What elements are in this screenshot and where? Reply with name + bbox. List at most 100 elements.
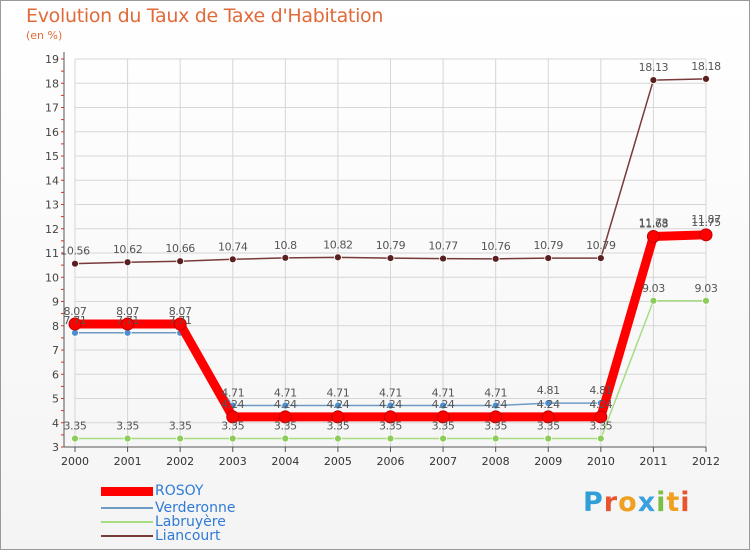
data-label-verderonne: 7.71	[64, 314, 87, 327]
x-tick-label: 2003	[219, 455, 247, 468]
data-point-rosoy	[226, 410, 240, 424]
data-point-liancourt	[544, 254, 553, 262]
data-point-verderonne	[281, 401, 290, 410]
x-tick-label: 2009	[534, 455, 562, 468]
y-tick-label: 19	[45, 53, 59, 66]
data-label-verderonne: 4.71	[432, 387, 455, 400]
y-tick-label: 3	[52, 441, 59, 454]
data-label-liancourt: 18.18	[691, 60, 721, 73]
data-point-liancourt	[439, 254, 447, 263]
data-point-rosoy	[541, 410, 555, 424]
data-point-verderonne	[491, 401, 500, 410]
data-label-labruyere: 3.35	[326, 420, 349, 433]
legend-item-rosoy[interactable]: ROSOY	[101, 484, 203, 498]
y-tick-label: 17	[45, 102, 59, 115]
legend-label-rosoy: ROSOY	[155, 483, 204, 499]
data-label-verderonne: 7.71	[169, 314, 192, 327]
data-point-labruyere	[176, 434, 185, 443]
legend-item-verderonne[interactable]: Verderonne	[101, 501, 236, 515]
data-point-rosoy	[384, 410, 397, 424]
y-tick-label: 11	[45, 247, 59, 260]
y-tick-label: 7	[52, 344, 59, 357]
legend-swatch-labruyere	[101, 521, 153, 523]
logo-letter: t	[666, 487, 681, 518]
data-point-rosoy	[699, 228, 713, 242]
data-label-liancourt: 10.56	[60, 245, 90, 258]
y-tick-label: 14	[45, 174, 59, 187]
data-label-verderonne: 4.71	[326, 387, 349, 400]
data-label-verderonne: 4.81	[537, 384, 560, 397]
data-point-liancourt	[71, 259, 79, 268]
data-label-liancourt: 10.66	[165, 242, 195, 255]
legend-swatch-verderonne	[101, 507, 153, 509]
data-label-verderonne: 4.71	[379, 387, 402, 400]
y-tick-label: 6	[52, 368, 59, 381]
y-tick-label: 5	[52, 393, 59, 406]
data-point-labruyere	[596, 434, 605, 443]
legend-label-liancourt: Liancourt	[155, 528, 221, 544]
data-point-labruyere	[544, 434, 553, 443]
y-tick-label: 13	[45, 199, 59, 212]
data-point-rosoy	[68, 317, 82, 331]
data-label-verderonne: 11.73	[639, 216, 669, 229]
x-tick-label: 2001	[114, 455, 142, 468]
data-point-labruyere	[123, 434, 132, 443]
x-tick-label: 2012	[692, 455, 720, 468]
data-label-rosoy: 4.24	[537, 398, 560, 411]
data-label-labruyere: 3.35	[274, 420, 297, 433]
logo-letter: o	[618, 487, 638, 518]
data-point-rosoy	[489, 410, 503, 424]
y-tick-label: 16	[45, 126, 59, 139]
data-point-rosoy	[173, 317, 187, 331]
x-tick-label: 2000	[61, 455, 89, 468]
data-point-rosoy	[436, 410, 450, 424]
data-point-liancourt	[386, 254, 395, 262]
logo-letter: x	[637, 487, 657, 518]
x-tick-label: 2007	[429, 455, 457, 468]
data-label-verderonne: 7.71	[116, 314, 139, 327]
data-label-rosoy: 8.07	[169, 305, 192, 318]
legend-item-labruyere[interactable]: Labruyère	[101, 515, 226, 529]
data-point-labruyere	[228, 434, 237, 443]
data-point-verderonne	[439, 401, 447, 410]
data-label-labruyere: 3.35	[64, 420, 87, 433]
data-point-liancourt	[702, 74, 710, 83]
data-point-rosoy	[121, 317, 135, 331]
logo-letter: P	[583, 487, 604, 518]
data-label-liancourt: 10.79	[586, 239, 616, 252]
data-label-liancourt: 10.79	[376, 239, 406, 252]
data-point-verderonne	[386, 401, 395, 410]
x-tick-label: 2004	[271, 455, 299, 468]
data-label-rosoy: 8.07	[64, 305, 87, 318]
y-tick-label: 8	[52, 320, 59, 333]
data-label-liancourt: 10.82	[323, 238, 353, 251]
data-label-labruyere: 3.35	[484, 420, 507, 433]
data-label-labruyere: 3.35	[169, 420, 192, 433]
x-tick-label: 2008	[482, 455, 510, 468]
data-label-rosoy: 4.24	[589, 398, 612, 411]
data-label-verderonne: 11.87	[691, 213, 721, 226]
legend-swatch-rosoy	[101, 486, 153, 496]
data-label-liancourt: 10.62	[113, 243, 143, 256]
data-label-liancourt: 18.13	[639, 61, 669, 74]
data-point-labruyere	[439, 434, 447, 443]
y-tick-label: 12	[45, 223, 59, 236]
data-point-verderonne	[544, 399, 553, 408]
data-label-rosoy: 11.75	[691, 216, 721, 229]
data-point-labruyere	[386, 434, 395, 443]
data-point-labruyere	[71, 434, 79, 443]
x-tick-label: 2005	[324, 455, 352, 468]
data-label-liancourt: 10.74	[218, 240, 248, 253]
y-tick-label: 18	[45, 77, 59, 90]
data-point-liancourt	[649, 76, 658, 84]
x-tick-label: 2002	[166, 455, 194, 468]
data-label-labruyere: 3.35	[432, 420, 455, 433]
logo-letter: r	[603, 487, 619, 518]
legend-item-liancourt[interactable]: Liancourt	[101, 529, 221, 543]
data-label-rosoy: 8.07	[116, 305, 139, 318]
data-point-rosoy	[594, 410, 608, 424]
y-tick-label: 15	[45, 150, 59, 163]
data-point-liancourt	[596, 254, 605, 262]
legend-label-labruyere: Labruyère	[155, 514, 226, 530]
